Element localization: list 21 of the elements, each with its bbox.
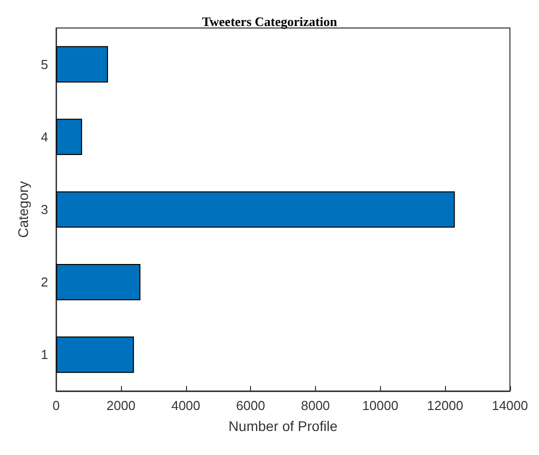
x-tick-label: 6000 [236, 398, 266, 413]
y-axis-title: Category [15, 181, 31, 238]
bar [56, 191, 455, 228]
x-tick-label: 8000 [300, 398, 330, 413]
x-tick-label: 2000 [106, 398, 136, 413]
x-tick-label: 4000 [171, 398, 200, 413]
x-tick-label: 14000 [492, 398, 528, 413]
y-tick-label: 1 [40, 347, 48, 362]
bar [56, 264, 140, 300]
x-tick-label: 12000 [427, 398, 464, 413]
y-tick-label: 2 [40, 274, 48, 290]
x-tick-label: 10000 [362, 398, 398, 413]
x-axis-title: Number of Profile [228, 418, 338, 434]
chart-title: Tweeters Categorization [202, 14, 338, 29]
y-tick-label: 3 [40, 202, 48, 217]
y-tick-label: 5 [40, 56, 48, 72]
y-tick-label: 4 [40, 129, 48, 144]
bar [56, 46, 108, 82]
bar [56, 336, 134, 373]
bar [56, 118, 82, 156]
x-tick-label: 0 [52, 398, 60, 413]
